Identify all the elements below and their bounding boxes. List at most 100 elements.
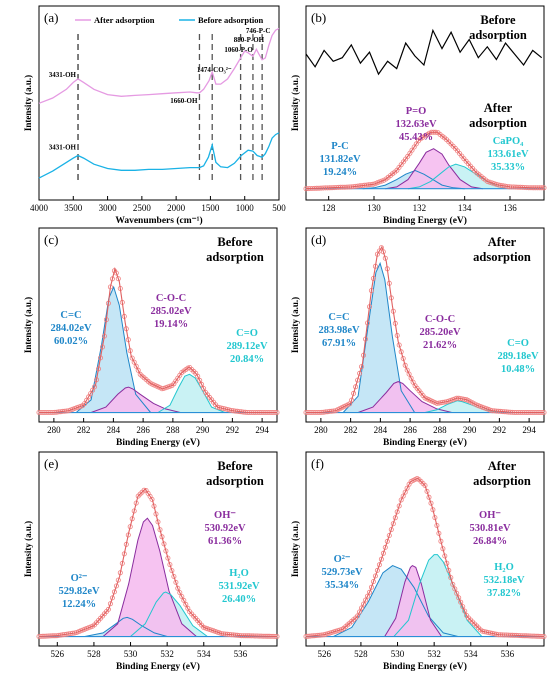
data-point xyxy=(458,599,464,605)
x-tick-label: 288 xyxy=(166,425,180,435)
data-point xyxy=(372,181,378,187)
panel-title-line2: adsorption xyxy=(206,250,264,264)
x-tick-label: 4000 xyxy=(30,203,49,213)
plot-frame xyxy=(305,5,545,201)
label-cc-percent: 60.02% xyxy=(54,336,88,347)
panel-label-bg xyxy=(309,455,337,470)
x-tick-label: 290 xyxy=(463,425,477,435)
label-oh-energy: 530.81eV xyxy=(469,523,511,534)
x-tick-label: 532 xyxy=(427,649,441,659)
title-after-line1: After xyxy=(484,101,513,115)
panel-label-bg xyxy=(42,455,70,470)
peak-curve-3 xyxy=(393,554,483,637)
data-point xyxy=(422,482,428,488)
label-o2-percent: 12.24% xyxy=(62,599,96,610)
data-point xyxy=(396,342,402,348)
data-point xyxy=(398,497,404,503)
data-point xyxy=(390,521,396,527)
x-tick-label: 3500 xyxy=(64,203,83,213)
data-point xyxy=(388,527,394,533)
data-point xyxy=(111,589,117,595)
panel-label: (e) xyxy=(44,456,58,471)
peak-curve-1 xyxy=(84,616,168,637)
x-tick-label: 284 xyxy=(107,425,121,435)
plot-frame xyxy=(38,451,278,647)
annotation-880: 880-P-OH xyxy=(234,36,265,44)
label-h2o-energy: 532.18eV xyxy=(483,575,525,586)
data-point xyxy=(183,601,189,607)
data-point xyxy=(368,584,374,590)
panel-label-bg xyxy=(42,231,70,246)
data-point xyxy=(358,605,364,611)
data-point xyxy=(406,371,412,377)
data-point xyxy=(378,556,384,562)
label-cc-energy: 283.98eV xyxy=(318,325,360,336)
data-point xyxy=(131,359,137,365)
panel-label: (c) xyxy=(44,232,58,247)
panel-title-line1: Before xyxy=(217,235,253,249)
data-point xyxy=(195,373,201,379)
data-point xyxy=(402,489,408,495)
label-cc-energy: 284.02eV xyxy=(50,323,92,334)
data-point xyxy=(197,377,203,383)
data-point xyxy=(378,245,384,251)
x-tick-label: 526 xyxy=(51,649,65,659)
envelope-curve xyxy=(305,477,545,638)
data-point xyxy=(171,574,177,580)
data-point xyxy=(452,586,458,592)
x-tick-label: 534 xyxy=(197,649,211,659)
peak-curve-2 xyxy=(357,381,452,413)
label-oh-name: OH⁻ xyxy=(479,510,501,521)
data-point xyxy=(366,589,372,595)
x-tick-label: 284 xyxy=(374,425,388,435)
x-tick-label: 528 xyxy=(87,649,101,659)
annotation-1474: 1474-CO₃²⁻ xyxy=(197,66,232,74)
peak-fill-3 xyxy=(425,400,500,413)
data-point xyxy=(173,579,179,585)
data-point xyxy=(356,609,362,615)
label-co-energy: 289.12eV xyxy=(226,341,268,352)
peak-fill-1 xyxy=(343,263,415,413)
data-point xyxy=(113,583,119,589)
label-co-percent: 20.84% xyxy=(230,354,264,365)
label-cc-percent: 67.91% xyxy=(322,338,356,349)
data-point xyxy=(392,515,398,521)
x-tick-label: 536 xyxy=(501,649,515,659)
x-tick-label: 292 xyxy=(493,425,507,435)
envelope-curve xyxy=(306,245,544,414)
panel-label: (b) xyxy=(311,10,326,25)
label-pc-percent: 19.24% xyxy=(323,167,357,178)
label-coc-percent: 19.14% xyxy=(154,319,188,330)
x-tick-label: 534 xyxy=(464,649,478,659)
data-point xyxy=(349,397,355,403)
annotation-1060: 1060-P-O xyxy=(224,46,253,54)
label-coc-energy: 285.20eV xyxy=(419,327,461,338)
peak-fill-2 xyxy=(91,387,181,413)
plot-frame xyxy=(305,451,545,647)
panel-title-line2: adsorption xyxy=(206,474,264,488)
data-point xyxy=(489,180,495,186)
panel-label-bg xyxy=(309,9,337,24)
x-tick-label: 532 xyxy=(160,649,174,659)
data-point xyxy=(362,597,368,603)
label-coc-percent: 21.62% xyxy=(423,340,457,351)
x-tick-label: 294 xyxy=(255,425,269,435)
data-point xyxy=(351,390,357,396)
x-tick-label: 128 xyxy=(322,203,336,213)
label-pc-name: P-C xyxy=(331,141,349,152)
y-axis-label: Intensity (a.u.) xyxy=(290,521,300,577)
data-point xyxy=(201,385,207,391)
label-po-name: P=O xyxy=(406,106,427,117)
label-oh-energy: 530.92eV xyxy=(204,523,246,534)
data-point xyxy=(169,568,175,574)
data-point xyxy=(396,503,402,509)
label-capo4-percent: 35.33% xyxy=(491,162,525,173)
x-tick-label: 294 xyxy=(522,425,536,435)
data-point xyxy=(107,601,113,607)
label-po-energy: 132.63eV xyxy=(395,119,437,130)
label-pc-energy: 131.82eV xyxy=(319,154,361,165)
plot-frame xyxy=(38,227,278,423)
y-axis-label: Intensity (a.u.) xyxy=(290,75,300,131)
data-point xyxy=(454,590,460,596)
data-point xyxy=(485,179,491,185)
